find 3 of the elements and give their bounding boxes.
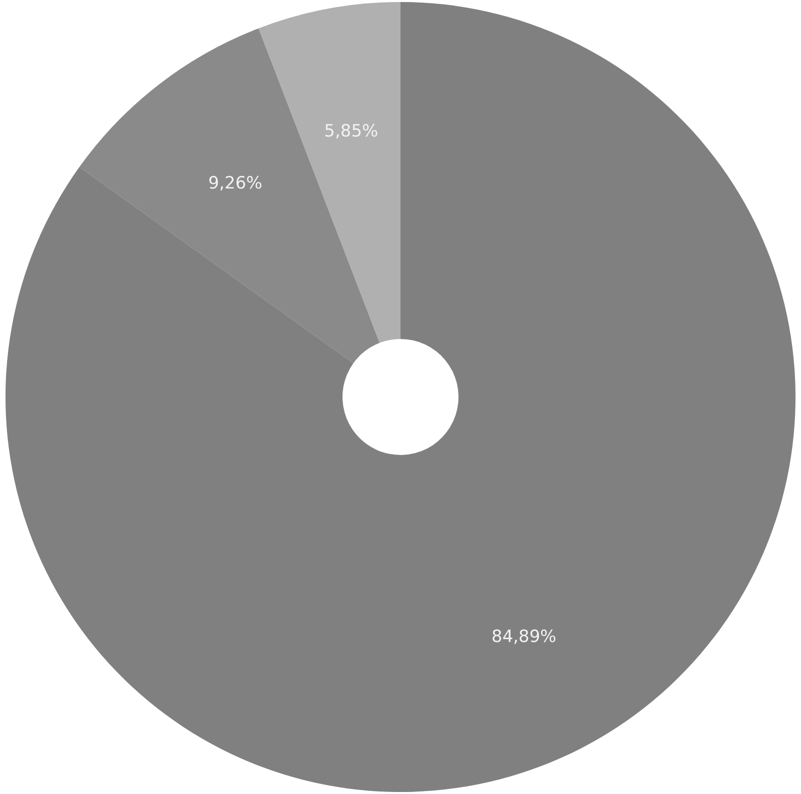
data-label: 9,26% <box>208 173 262 194</box>
data-label: 84,89% <box>491 627 556 648</box>
data-label: 5,85% <box>324 122 378 142</box>
